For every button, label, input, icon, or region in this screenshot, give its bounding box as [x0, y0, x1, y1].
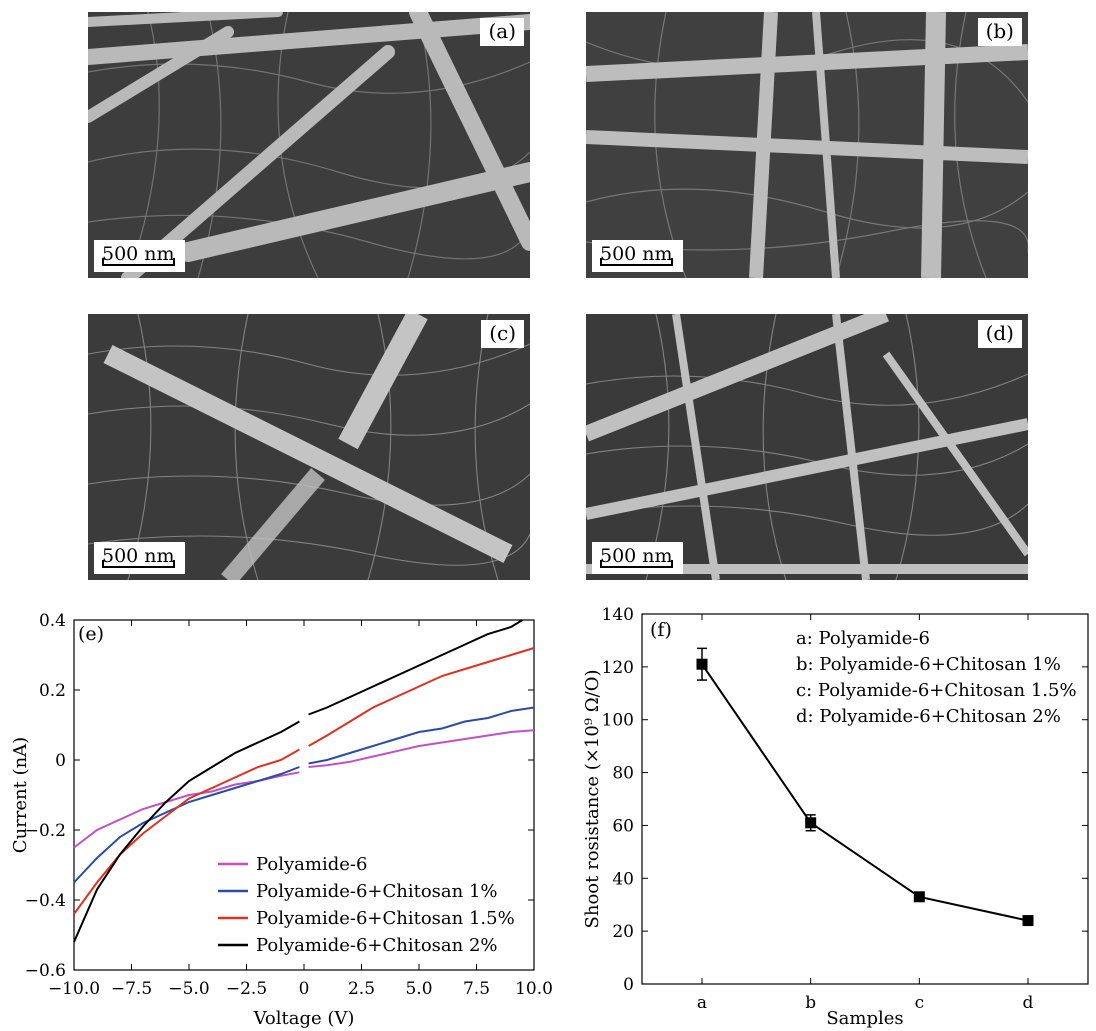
scale-bar-label-d: 500 nm [600, 545, 673, 567]
y-tick-label-f: 100 [602, 711, 634, 731]
annotation-f-2: c: Polyamide-6+Chitosan 1.5% [796, 680, 1077, 701]
annotation-f-3: d: Polyamide-6+Chitosan 2% [796, 706, 1061, 727]
series-line-e-3-pos [308, 619, 524, 716]
x-tick-label-f: b [805, 993, 816, 1013]
series-line-e-2-pos [308, 647, 535, 747]
legend-label-e-2: Polyamide-6+Chitosan 1.5% [256, 908, 515, 929]
sem-panel-d: (d) 500 nm [586, 314, 1028, 580]
panel-label-a: (a) [480, 18, 524, 46]
x-tick-label-e: 5.0 [405, 979, 432, 999]
x-tick-label-f: a [697, 993, 707, 1013]
panel-label-b: (b) [977, 18, 1022, 46]
scale-bar-label-c: 500 nm [102, 545, 175, 567]
series-line-e-2-neg [73, 748, 300, 915]
sem-panel-a: (a) 500 nm [88, 12, 530, 278]
y-axis-label-f: Shoot rosistance (×10⁹ Ω/O) [582, 670, 603, 929]
x-tick-label-f: d [1023, 993, 1034, 1013]
y-tick-label-f: 80 [612, 764, 634, 784]
x-axis-label-f: Samples [826, 1008, 903, 1029]
series-line-e-1-pos [308, 706, 535, 765]
y-tick-label-e: 0 [55, 751, 66, 771]
panel-label-f: (f) [650, 619, 672, 641]
x-tick-label-e: −7.5 [111, 979, 152, 999]
sem-panel-c: (c) 500 nm [88, 314, 530, 580]
x-axis-label-e: Voltage (V) [253, 1008, 355, 1029]
y-tick-label-f: 0 [623, 975, 634, 995]
y-tick-label-e: −0.4 [25, 891, 66, 911]
y-tick-label-e: 0.4 [39, 611, 66, 631]
y-tick-label-f: 140 [602, 605, 634, 625]
legend-label-e-0: Polyamide-6 [256, 854, 367, 875]
sem-panel-b: (b) 500 nm [586, 12, 1028, 278]
sem-image-b [586, 12, 1028, 278]
panel-label-d: (d) [977, 320, 1022, 348]
scale-bar-d: 500 nm [592, 542, 683, 574]
data-point-f [913, 891, 925, 903]
y-tick-label-e: −0.2 [25, 821, 66, 841]
series-line-e-1-neg [73, 766, 300, 884]
y-tick-label-f: 40 [612, 869, 634, 889]
scale-bar-b: 500 nm [592, 240, 683, 272]
sem-image-c [88, 314, 530, 580]
scale-bar-a: 500 nm [94, 240, 185, 272]
x-tick-label-e: −5.0 [168, 979, 209, 999]
y-tick-label-e: −0.6 [25, 961, 66, 981]
x-tick-label-e: 2.5 [348, 979, 375, 999]
y-tick-label-f: 120 [602, 658, 634, 678]
x-tick-label-e: −2.5 [226, 979, 267, 999]
series-line-f [701, 663, 1029, 922]
chart-f-sheet-resistance: 0 20 40 60 80 100 120 140 a b c d Samples Shoot rosis… [582, 605, 1089, 1029]
panel-label-e: (e) [78, 623, 104, 645]
scale-bar-label-a: 500 nm [102, 243, 175, 265]
annotation-f-0: a: Polyamide-6 [796, 628, 930, 649]
y-tick-label-f: 20 [612, 922, 634, 942]
series-line-e-0-pos [308, 729, 535, 768]
data-point-f [805, 817, 817, 829]
scale-bar-label-b: 500 nm [600, 243, 673, 265]
sem-image-d [586, 314, 1028, 580]
annotation-f-1: b: Polyamide-6+Chitosan 1% [796, 654, 1061, 675]
legend-label-e-3: Polyamide-6+Chitosan 2% [256, 935, 498, 956]
x-tick-label-e: 0 [299, 979, 310, 999]
scale-bar-c: 500 nm [94, 542, 185, 574]
chart-e-iv-curves: −10.0 −7.5 −5.0 −2.5 0 2.5 5.0 7.5 10.0 −0.6 −0.4 −… [10, 611, 553, 1029]
series-line-e-3-neg [73, 720, 300, 943]
legend-label-e-1: Polyamide-6+Chitosan 1% [256, 881, 498, 902]
x-tick-label-e: 7.5 [463, 979, 490, 999]
panel-label-c: (c) [481, 320, 524, 348]
y-tick-label-f: 60 [612, 816, 634, 836]
data-point-f [696, 658, 708, 670]
sem-image-a [88, 12, 530, 278]
y-axis-label-e: Current (nA) [10, 737, 31, 853]
data-point-f [1022, 915, 1034, 927]
y-tick-label-e: 0.2 [39, 681, 66, 701]
x-tick-label-e: −10.0 [48, 979, 100, 999]
x-tick-label-f: c [915, 993, 925, 1013]
plot-frame-f [641, 613, 1089, 985]
x-tick-label-e: 10.0 [515, 979, 553, 999]
